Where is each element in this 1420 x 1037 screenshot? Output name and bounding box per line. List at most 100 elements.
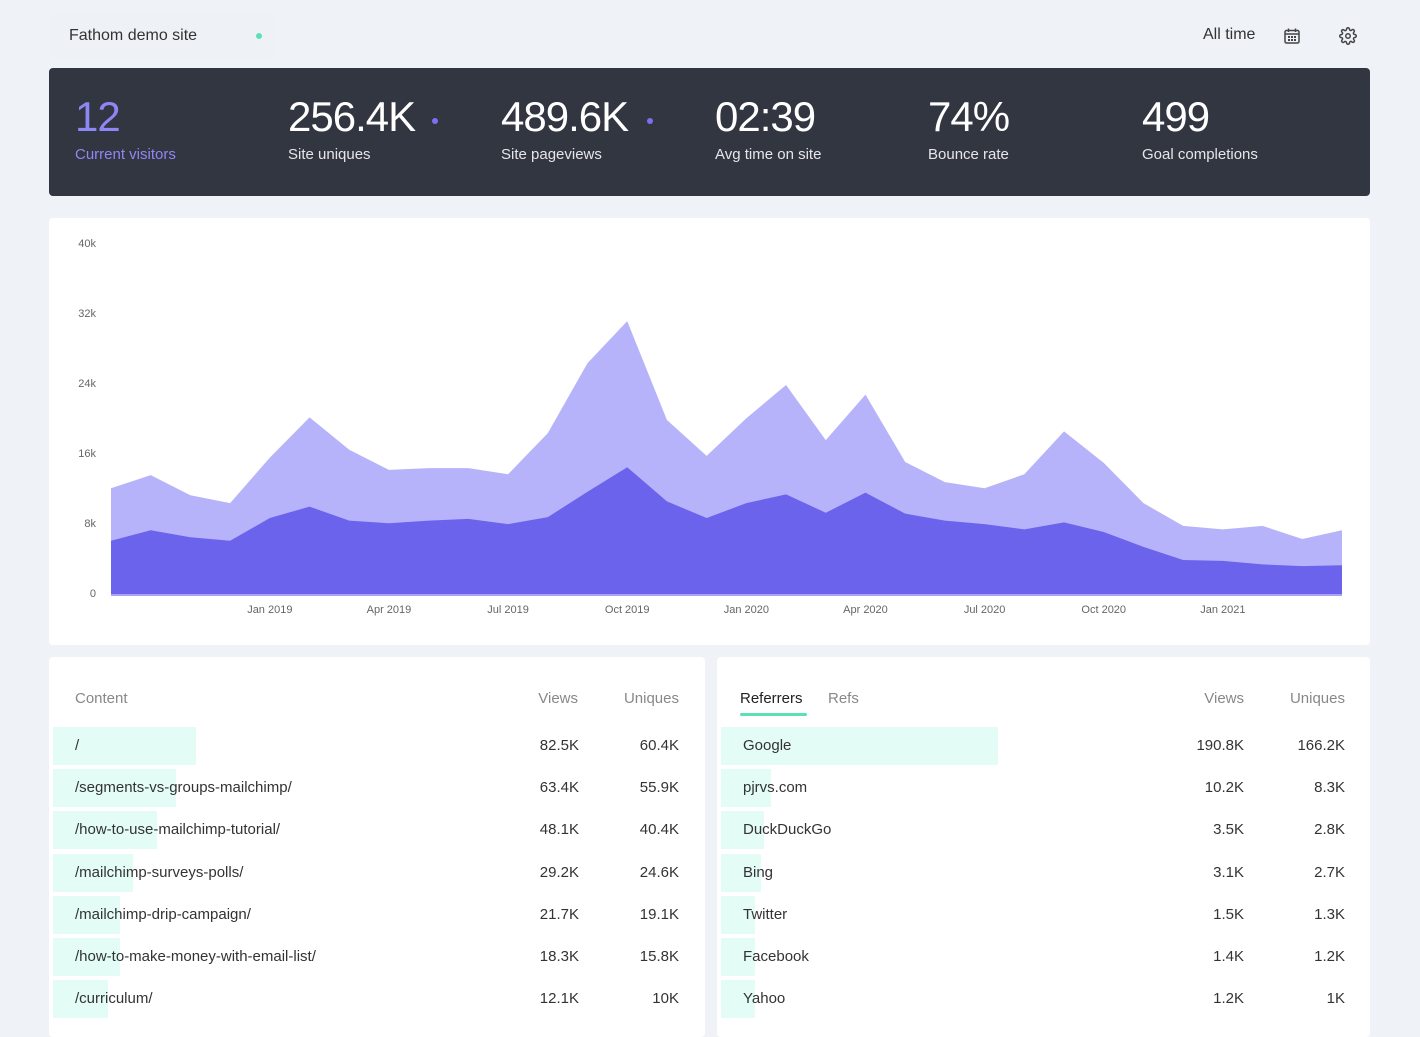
header-views[interactable]: Views — [1154, 690, 1244, 707]
row-views: 3.5K — [1154, 821, 1244, 838]
row-views: 10.2K — [1154, 779, 1244, 796]
table-row[interactable]: DuckDuckGo 3.5K 2.8K — [721, 811, 1366, 849]
row-label[interactable]: DuckDuckGo — [743, 821, 831, 838]
settings-gear-icon[interactable] — [1339, 27, 1357, 45]
header-uniques[interactable]: Uniques — [589, 690, 679, 707]
y-tick-label: 40k — [56, 238, 96, 250]
row-label[interactable]: /mailchimp-surveys-polls/ — [75, 864, 243, 881]
stat-site-uniques[interactable]: 256.4K Site uniques — [288, 92, 415, 163]
row-uniques: 1.2K — [1255, 948, 1345, 965]
row-label[interactable]: /mailchimp-drip-campaign/ — [75, 906, 251, 923]
table-row[interactable]: / 82.5K 60.4K — [53, 727, 701, 765]
row-label[interactable]: /how-to-use-mailchimp-tutorial/ — [75, 821, 280, 838]
row-label[interactable]: Bing — [743, 864, 773, 881]
table-row[interactable]: Facebook 1.4K 1.2K — [721, 938, 1366, 976]
y-tick-label: 0 — [56, 588, 96, 600]
y-tick-label: 32k — [56, 308, 96, 320]
stat-value: 499 — [1142, 92, 1258, 142]
active-tab-indicator — [740, 713, 807, 716]
referrers-table: Referrers Refs Views Uniques Google 190.8… — [717, 657, 1370, 1037]
stat-label: Current visitors — [75, 146, 176, 163]
row-views: 1.4K — [1154, 948, 1244, 965]
row-views: 190.8K — [1154, 737, 1244, 754]
live-status-dot — [256, 33, 262, 39]
series-dot-icon — [647, 118, 653, 124]
row-label[interactable]: Google — [743, 737, 791, 754]
table-row[interactable]: pjrvs.com 10.2K 8.3K — [721, 769, 1366, 807]
row-views: 82.5K — [489, 737, 579, 754]
row-views: 12.1K — [489, 990, 579, 1007]
row-uniques: 2.7K — [1255, 864, 1345, 881]
series-dot-icon — [432, 118, 438, 124]
row-label[interactable]: / — [75, 737, 79, 754]
date-range-selector[interactable]: All time — [1203, 26, 1255, 44]
tab-refs[interactable]: Refs — [828, 690, 859, 707]
stat-value: 74% — [928, 92, 1009, 142]
row-label[interactable]: Yahoo — [743, 990, 785, 1007]
stat-label: Site pageviews — [501, 146, 628, 163]
tab-referrers[interactable]: Referrers — [740, 690, 803, 707]
row-uniques: 55.9K — [589, 779, 679, 796]
row-label[interactable]: pjrvs.com — [743, 779, 807, 796]
row-uniques: 15.8K — [589, 948, 679, 965]
row-views: 1.2K — [1154, 990, 1244, 1007]
table-row[interactable]: /curriculum/12.1K 10K — [53, 980, 701, 1018]
table-row[interactable]: /how-to-make-money-with-email-list/18.3K… — [53, 938, 701, 976]
row-uniques: 8.3K — [1255, 779, 1345, 796]
table-row[interactable]: /segments-vs-groups-mailchimp/63.4K 55.9K — [53, 769, 701, 807]
row-uniques: 2.8K — [1255, 821, 1345, 838]
y-tick-label: 24k — [56, 378, 96, 390]
row-label[interactable]: Facebook — [743, 948, 809, 965]
site-selector[interactable]: Fathom demo site — [50, 14, 275, 58]
x-tick-label: Apr 2020 — [825, 604, 905, 616]
stats-bar: 12 Current visitors 256.4K Site uniques … — [49, 68, 1370, 196]
stat-value: 256.4K — [288, 92, 415, 142]
x-tick-label: Apr 2019 — [349, 604, 429, 616]
table-row[interactable]: Yahoo 1.2K 1K — [721, 980, 1366, 1018]
chart-svg — [49, 218, 1370, 645]
x-tick-label: Jan 2020 — [706, 604, 786, 616]
stat-current-visitors: 12 Current visitors — [75, 92, 176, 163]
row-label[interactable]: Twitter — [743, 906, 787, 923]
calendar-icon[interactable] — [1283, 27, 1301, 45]
row-uniques: 1K — [1255, 990, 1345, 1007]
row-views: 1.5K — [1154, 906, 1244, 923]
row-views: 63.4K — [489, 779, 579, 796]
stat-value: 02:39 — [715, 92, 821, 142]
stat-avg-time: 02:39 Avg time on site — [715, 92, 821, 163]
header-views[interactable]: Views — [489, 690, 578, 707]
x-tick-label: Jul 2019 — [468, 604, 548, 616]
row-label[interactable]: /segments-vs-groups-mailchimp/ — [75, 779, 292, 796]
table-row[interactable]: /mailchimp-surveys-polls/29.2K 24.6K — [53, 854, 701, 892]
row-uniques: 1.3K — [1255, 906, 1345, 923]
row-uniques: 19.1K — [589, 906, 679, 923]
table-row[interactable]: Twitter 1.5K 1.3K — [721, 896, 1366, 934]
row-label[interactable]: /how-to-make-money-with-email-list/ — [75, 948, 316, 965]
stat-value: 489.6K — [501, 92, 628, 142]
y-tick-label: 16k — [56, 448, 96, 460]
header-uniques[interactable]: Uniques — [1255, 690, 1345, 707]
x-tick-label: Jul 2020 — [945, 604, 1025, 616]
row-uniques: 10K — [589, 990, 679, 1007]
row-uniques: 40.4K — [589, 821, 679, 838]
stat-label: Avg time on site — [715, 146, 821, 163]
row-uniques: 60.4K — [589, 737, 679, 754]
stat-bounce-rate: 74% Bounce rate — [928, 92, 1009, 163]
row-label[interactable]: /curriculum/ — [75, 990, 153, 1007]
x-tick-label: Jan 2021 — [1183, 604, 1263, 616]
stat-goal-completions: 499 Goal completions — [1142, 92, 1258, 163]
row-uniques: 24.6K — [589, 864, 679, 881]
site-name: Fathom demo site — [69, 27, 197, 45]
row-views: 18.3K — [489, 948, 579, 965]
row-views: 29.2K — [489, 864, 579, 881]
stat-label: Site uniques — [288, 146, 415, 163]
x-tick-label: Oct 2019 — [587, 604, 667, 616]
x-tick-label: Jan 2019 — [230, 604, 310, 616]
header-content: Content — [75, 690, 128, 707]
stat-site-pageviews[interactable]: 489.6K Site pageviews — [501, 92, 628, 163]
